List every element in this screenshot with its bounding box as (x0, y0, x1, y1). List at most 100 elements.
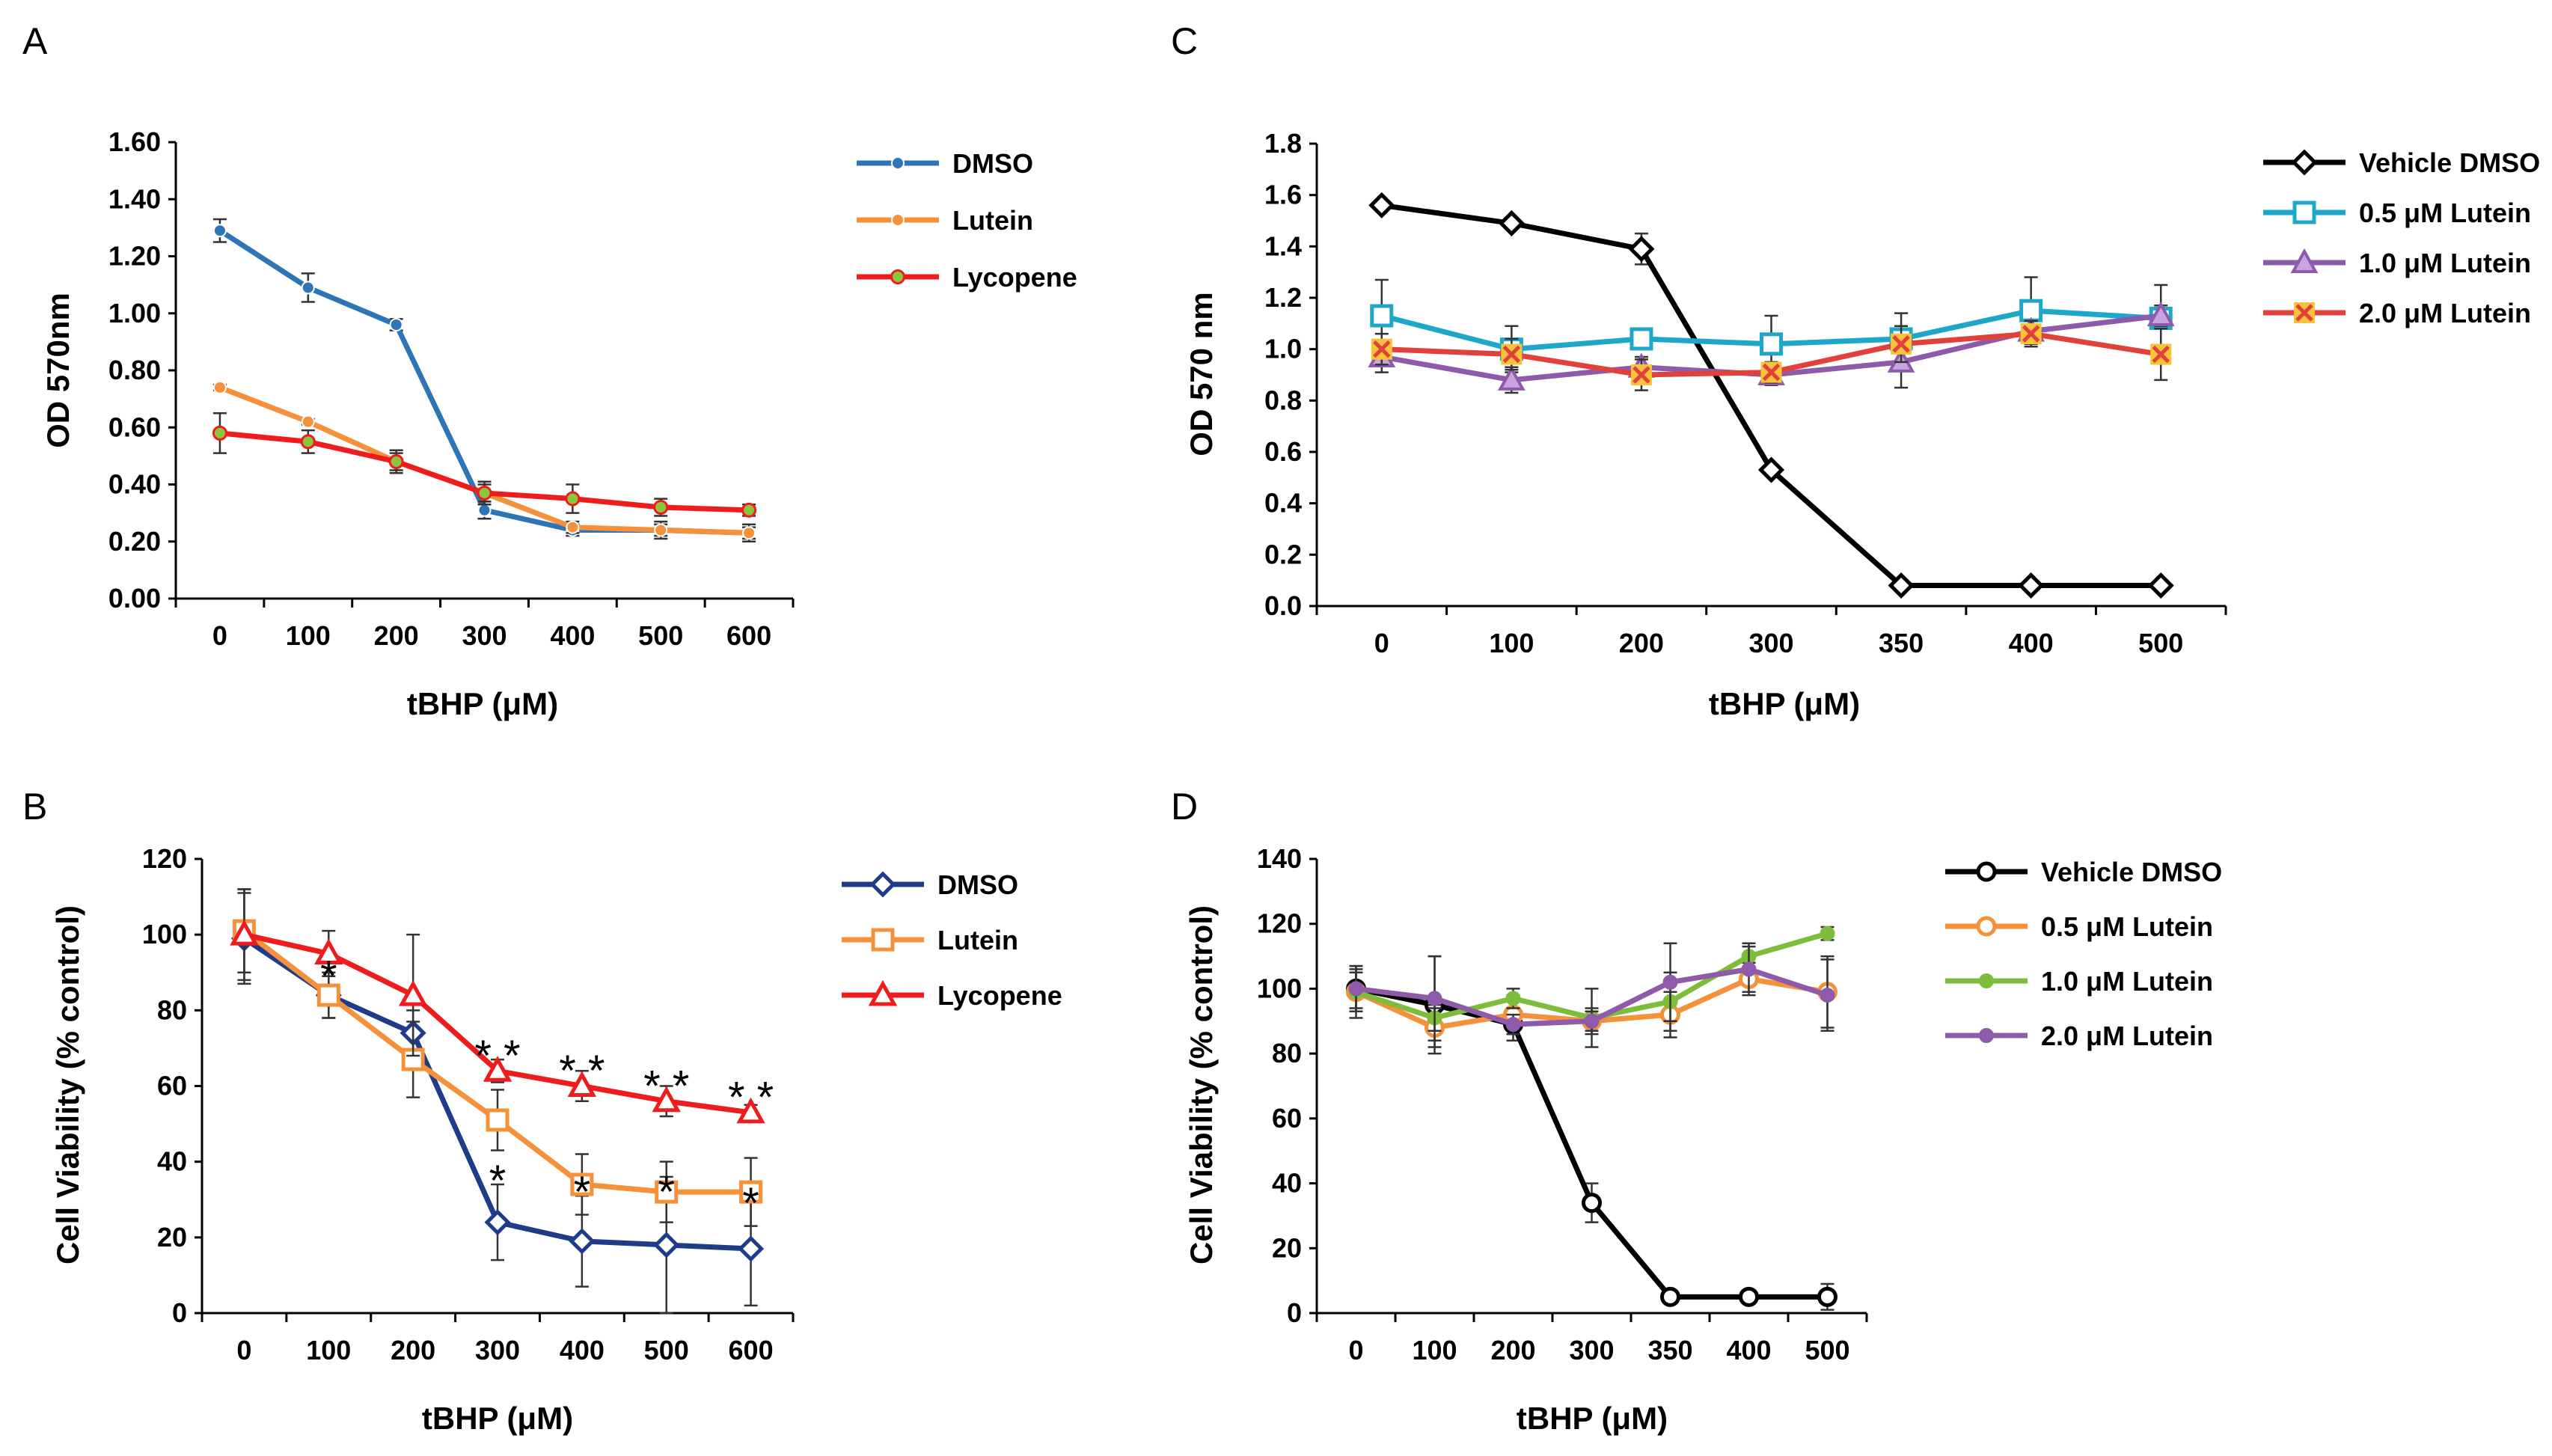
data-point (1584, 1013, 1600, 1029)
y-tick-label: 40 (157, 1146, 187, 1177)
significance-marker: * * (728, 1074, 774, 1122)
y-tick-label: 40 (1272, 1168, 1302, 1199)
y-tick-label: 20 (157, 1222, 187, 1252)
data-point (477, 503, 492, 517)
y-tick-label: 20 (1272, 1232, 1302, 1263)
legend-label: Lycopene (952, 262, 1077, 293)
panel-letter: C (1171, 20, 1198, 62)
legend-marker (869, 871, 896, 898)
x-tick-label: 300 (475, 1335, 520, 1365)
legend-label: Lutein (952, 205, 1033, 236)
legend-marker (1976, 916, 1997, 937)
x-tick-label: 200 (1490, 1335, 1535, 1365)
data-point (1427, 991, 1442, 1006)
legend-label: 0.5 μM Lutein (2359, 198, 2531, 228)
chart-c: C 0.0 0.2 0.4 0.6 0.8 1.0 1.2 1.4 1.6 1.8 0 100 200 30… (1171, 20, 2540, 721)
legend-marker (1979, 1028, 1994, 1043)
y-tick-label: 0.6 (1264, 436, 1302, 467)
data-point (1348, 981, 1364, 997)
data-point (1662, 974, 1678, 990)
data-point (1630, 327, 1653, 351)
x-axis-title: tBHP (μM) (407, 686, 558, 721)
data-point (1820, 988, 1835, 1003)
y-tick-label: 100 (142, 919, 187, 949)
x-tick-label: 500 (638, 620, 683, 651)
data-point (316, 983, 340, 1007)
x-axis-title: tBHP (μM) (422, 1401, 573, 1436)
y-tick-label: 1.6 (1264, 180, 1302, 210)
legend-marker-cross (2295, 304, 2313, 322)
data-point (477, 485, 492, 501)
data-point (653, 1232, 680, 1258)
data-point (654, 523, 668, 537)
y-tick-label: 1.4 (1264, 230, 1302, 261)
legend-label: Vehicle DMSO (2041, 857, 2222, 887)
x-tick-label: 350 (1879, 628, 1924, 658)
x-tick-label: 100 (1412, 1335, 1457, 1365)
data-point (1888, 572, 1915, 599)
legend-marker (2291, 149, 2318, 176)
data-point (212, 425, 227, 441)
data-point-cross (2022, 325, 2040, 343)
data-point (1757, 456, 1785, 483)
legend-label: DMSO (937, 869, 1018, 900)
data-point (738, 1235, 765, 1262)
data-point (1505, 991, 1521, 1006)
x-tick-label: 200 (391, 1335, 435, 1365)
series-2-0-m-lutein (1371, 319, 2172, 391)
data-point (1368, 192, 1395, 218)
data-point (566, 520, 580, 534)
series-vehicle-dmso (1368, 192, 2174, 599)
data-point (739, 1180, 763, 1204)
data-point (484, 1209, 511, 1236)
legend-label: DMSO (952, 148, 1033, 179)
data-point (569, 1228, 596, 1255)
x-tick-label: 500 (644, 1335, 689, 1365)
data-point-cross (1633, 366, 1650, 384)
data-point (1660, 1286, 1680, 1307)
data-point (389, 318, 403, 331)
data-point (565, 491, 581, 507)
significance-marker: * * (643, 1062, 689, 1110)
x-tick-label: 0 (212, 620, 227, 651)
y-tick-label: 120 (1257, 908, 1302, 939)
x-tick-label: 0 (236, 1335, 251, 1365)
y-tick-label: 120 (142, 843, 187, 874)
series-2-0-m-lutein (1348, 942, 1835, 1042)
data-point (1582, 1193, 1602, 1214)
series-0-5-m-lutein (1370, 276, 2173, 373)
significance-marker: * (742, 1179, 759, 1228)
legend-label: Lutein (937, 925, 1018, 955)
legend: Vehicle DMSO 0.5 μM Lutein 1.0 μM Lutein 2.… (1945, 857, 2222, 1051)
significance-marker: * (658, 1168, 675, 1217)
y-axis-title: OD 570nm (40, 293, 76, 448)
x-tick-label: 350 (1647, 1335, 1692, 1365)
data-point (314, 938, 343, 964)
chart-b: B 0 20 40 60 80 100 120 0 100 200 300 400 500 600 tBHP … (22, 786, 1062, 1436)
data-point (1628, 236, 1655, 263)
y-tick-label: 60 (1272, 1103, 1302, 1134)
data-point (2147, 572, 2174, 599)
data-point (301, 281, 315, 295)
significance-marker: * (320, 952, 337, 1001)
legend: DMSO Lutein Lycopene (842, 869, 1062, 1011)
x-tick-label: 400 (2009, 628, 2054, 658)
data-point (388, 454, 404, 469)
x-tick-label: 0 (1374, 628, 1389, 658)
x-tick-label: 100 (306, 1335, 351, 1365)
y-tick-label: 0.40 (108, 469, 161, 500)
legend-marker (2290, 248, 2319, 273)
legend-marker (890, 269, 905, 284)
x-tick-label: 500 (1805, 1335, 1849, 1365)
chart-d: D 0 20 40 60 80 100 120 140 0 100 200 300 350 400 500 tB… (1171, 786, 2222, 1436)
legend-label: 0.5 μM Lutein (2041, 911, 2213, 942)
x-tick-label: 300 (1569, 1335, 1614, 1365)
legend: DMSO Lutein Lycopene (857, 148, 1077, 293)
y-tick-label: 0.20 (108, 526, 161, 557)
legend-marker (1976, 861, 1997, 882)
data-point (398, 979, 428, 1006)
panel-letter: D (1171, 786, 1198, 828)
data-point (2146, 301, 2175, 327)
data-point (1498, 209, 1525, 236)
